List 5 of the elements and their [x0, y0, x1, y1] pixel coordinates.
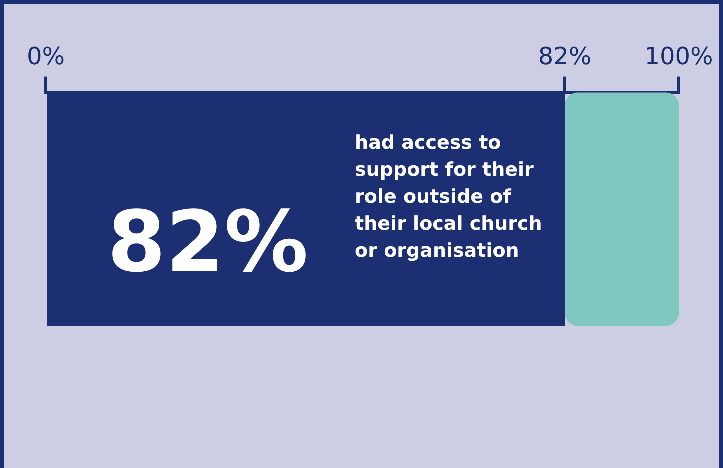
annotation: had access to support for their role outside of their local church or organisation	[355, 132, 542, 262]
x-tick-label: 100%	[644, 42, 714, 71]
x-tick-label: 82%	[538, 42, 592, 71]
data-label: 82%	[108, 193, 309, 292]
x-tick-label: 0%	[26, 42, 66, 71]
